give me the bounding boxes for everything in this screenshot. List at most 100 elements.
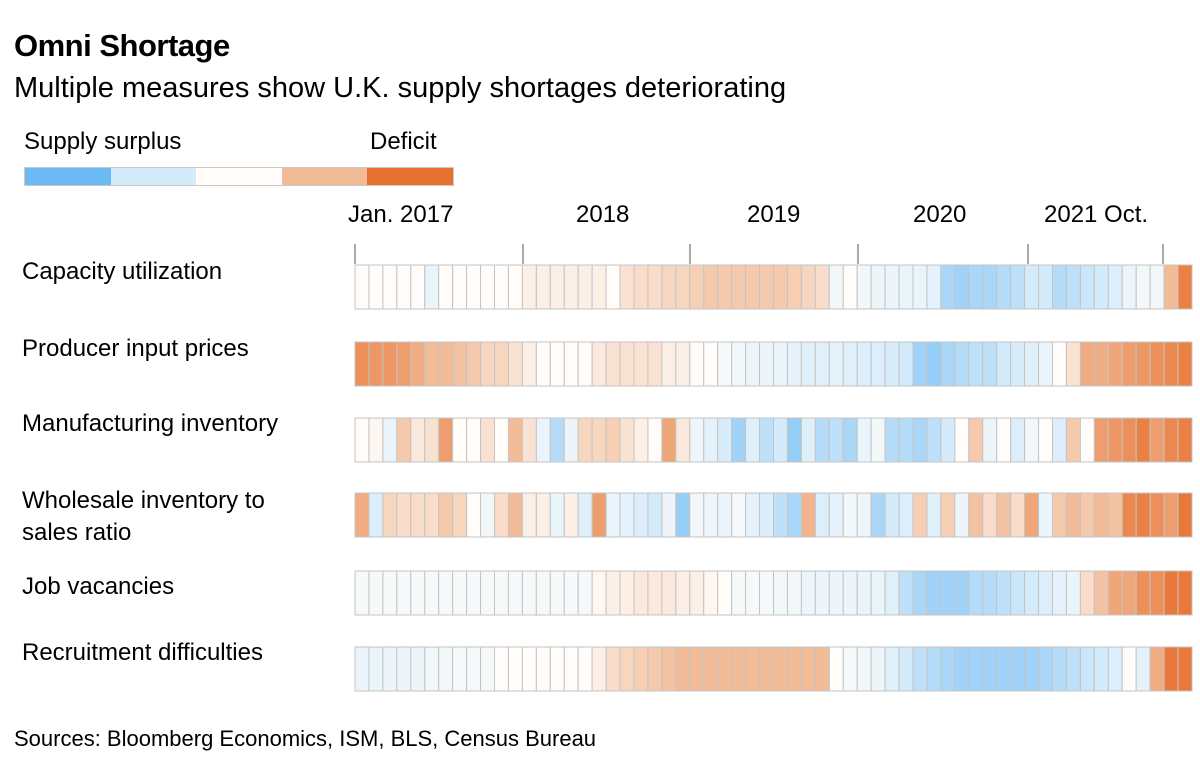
heatmap-cell: [954, 646, 970, 692]
heatmap-cell: [884, 492, 900, 538]
heatmap-cell: [926, 264, 942, 310]
legend-swatch-strong-deficit: [367, 168, 453, 185]
heatmap-cell: [1024, 492, 1040, 538]
legend-low-label: Supply surplus: [24, 128, 182, 155]
heatmap-cell: [396, 341, 412, 387]
heatmap-cell: [731, 264, 747, 310]
heatmap-cell: [1135, 492, 1151, 538]
heatmap-cell: [396, 417, 412, 463]
heatmap-cell: [954, 570, 970, 616]
heatmap-cell: [1135, 417, 1151, 463]
heatmap-cell: [619, 646, 635, 692]
heatmap-cell: [1038, 492, 1054, 538]
heatmap-cell: [549, 417, 565, 463]
heatmap-cell: [940, 264, 956, 310]
heatmap-cell: [1052, 341, 1067, 387]
heatmap-cell: [996, 570, 1012, 616]
heatmap-cell: [563, 341, 579, 387]
heatmap-cell: [982, 492, 998, 538]
heatmap-cell: [814, 570, 830, 616]
heatmap-cell: [535, 646, 551, 692]
heatmap-cell: [494, 570, 509, 616]
heatmap-cell: [466, 492, 482, 538]
heatmap-cell: [1177, 417, 1193, 463]
heatmap-cell: [1149, 646, 1165, 692]
heatmap-cell: [1052, 646, 1067, 692]
heatmap-cell: [954, 264, 970, 310]
heatmap-cell: [1135, 264, 1151, 310]
heatmap-cell: [619, 341, 635, 387]
heatmap-cell: [884, 570, 900, 616]
heatmap-cell: [424, 264, 440, 310]
heatmap-cell: [898, 417, 914, 463]
heatmap-cell: [1065, 417, 1081, 463]
heatmap-cell: [870, 646, 886, 692]
heatmap-cell: [1024, 417, 1040, 463]
heatmap-cell: [382, 264, 398, 310]
heatmap-cell: [1065, 646, 1081, 692]
heatmap-cell: [354, 646, 370, 692]
heatmap-cell: [842, 646, 858, 692]
x-tick-label: 2019: [747, 201, 801, 228]
heatmap-cell: [494, 341, 509, 387]
heatmap-cell: [773, 646, 788, 692]
heatmap-cell: [1163, 646, 1179, 692]
heatmap-cell: [480, 417, 495, 463]
legend-swatch-surplus: [110, 168, 197, 185]
heatmap-cell: [786, 341, 802, 387]
heatmap-cell: [1079, 417, 1095, 463]
heatmap-cell: [591, 264, 607, 310]
heatmap-cell: [856, 417, 872, 463]
heatmap-cell: [968, 341, 984, 387]
heatmap-cell: [689, 264, 705, 310]
heatmap-cell: [1093, 341, 1109, 387]
heatmap-cell: [940, 341, 956, 387]
heatmap-cell: [1010, 341, 1026, 387]
heatmap-cell: [396, 570, 412, 616]
heatmap-cell: [731, 646, 747, 692]
heatmap-cell: [452, 341, 468, 387]
heatmap-cell: [633, 492, 649, 538]
heatmap-cell: [647, 646, 663, 692]
heatmap-cell: [410, 570, 426, 616]
heatmap-cell: [549, 341, 565, 387]
heatmap-cell: [1107, 646, 1123, 692]
heatmap-cell: [480, 492, 495, 538]
heatmap-cell: [786, 417, 802, 463]
heatmap-cell: [884, 264, 900, 310]
heatmap-cell: [717, 646, 733, 692]
heatmap-cell: [814, 646, 830, 692]
heatmap-cell: [773, 570, 788, 616]
heatmap-cell: [912, 341, 928, 387]
heatmap-cell: [870, 341, 886, 387]
heatmap-cell: [773, 492, 788, 538]
heatmap-cell: [438, 492, 454, 538]
heatmap-cell: [577, 264, 593, 310]
heatmap-cell: [452, 492, 468, 538]
row-label: Capacity utilization: [22, 258, 223, 285]
heatmap-cell: [661, 341, 677, 387]
heatmap-cell: [605, 492, 621, 538]
heatmap-cell: [912, 417, 928, 463]
heatmap-cell: [661, 492, 677, 538]
heatmap-cell: [800, 646, 816, 692]
heatmap-cell: [773, 417, 788, 463]
heatmap-cell: [438, 570, 454, 616]
heatmap-cell: [717, 341, 733, 387]
heatmap-cell: [1177, 264, 1193, 310]
heatmap-cell: [563, 264, 579, 310]
heatmap-cell: [424, 646, 440, 692]
heatmap-cell: [954, 341, 970, 387]
heatmap-cell: [870, 570, 886, 616]
heatmap-cell: [396, 492, 412, 538]
heatmap-cell: [521, 341, 537, 387]
heatmap-cell: [661, 646, 677, 692]
heatmap-cell: [647, 341, 663, 387]
heatmap-cell: [759, 341, 774, 387]
heatmap-cell: [842, 492, 858, 538]
heatmap-cell: [800, 570, 816, 616]
heatmap-cell: [1065, 341, 1081, 387]
heatmap-cell: [591, 417, 607, 463]
heatmap-cell: [1177, 570, 1193, 616]
